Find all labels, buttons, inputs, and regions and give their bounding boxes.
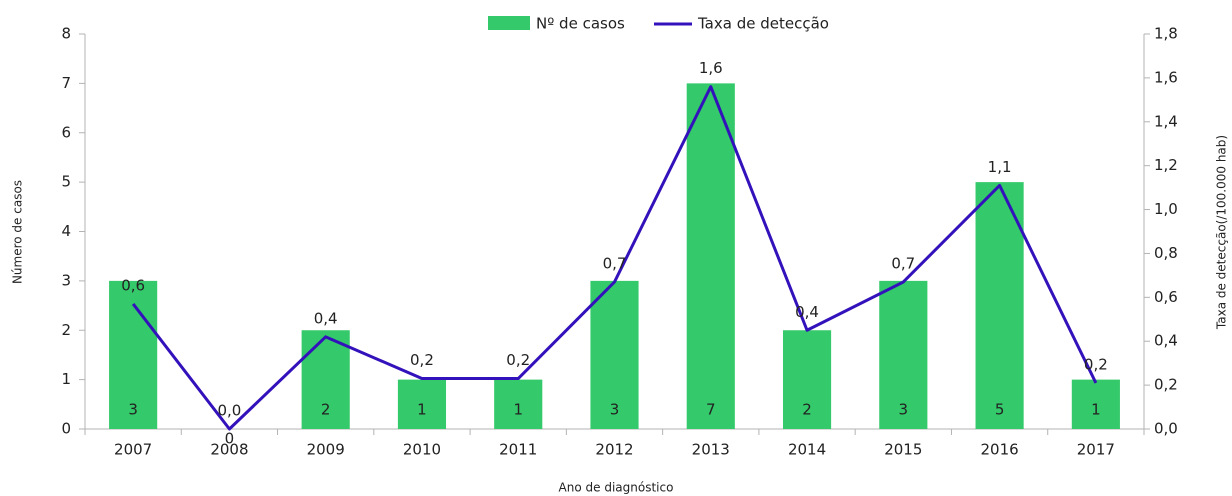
bar <box>494 379 543 429</box>
bar-value-label: 7 <box>706 401 716 419</box>
x-tick-label: 2007 <box>114 441 152 459</box>
line-value-label: 0,2 <box>1084 355 1108 373</box>
y-tick-label: 5 <box>61 173 71 191</box>
x-tick-label: 2010 <box>403 441 441 459</box>
legend-label: Nº de casos <box>536 15 625 33</box>
bar <box>1071 379 1120 429</box>
bar-value-label: 1 <box>513 401 523 419</box>
y-axis-title: Número de casos <box>11 180 25 284</box>
bar <box>975 182 1024 429</box>
bar-value-label: 1 <box>1091 401 1101 419</box>
line-value-label: 0,4 <box>314 309 338 327</box>
y-tick-label: 3 <box>61 271 71 289</box>
bar-value-label: 3 <box>610 401 620 419</box>
bar-value-label: 0 <box>225 430 235 448</box>
x-tick-label: 2016 <box>980 441 1018 459</box>
y-tick-label: 0 <box>61 420 71 438</box>
line <box>131 85 1098 431</box>
bar <box>686 83 735 429</box>
y2-tick-label: 1,8 <box>1154 25 1178 43</box>
x-tick-label: 2009 <box>307 441 345 459</box>
y2-tick-label: 0,6 <box>1154 288 1178 306</box>
bar-value-label: 1 <box>417 401 427 419</box>
x-tick-label: 2015 <box>884 441 922 459</box>
line-value-label: 0,2 <box>410 351 434 369</box>
y-tick-label: 6 <box>61 123 71 141</box>
line-value-label: 0,0 <box>217 402 241 420</box>
bar <box>301 330 350 429</box>
x-axis-title: Ano de diagnóstico <box>559 481 674 495</box>
y2-tick-label: 1,4 <box>1154 112 1178 130</box>
y-tick-label: 7 <box>61 74 71 92</box>
y2-tick-label: 0,8 <box>1154 244 1178 262</box>
legend-label: Taxa de detecção <box>697 15 829 33</box>
x-tick-label: 2013 <box>692 441 730 459</box>
line-value-label: 0,6 <box>121 276 145 294</box>
line-value-label: 0,2 <box>506 351 530 369</box>
line-value-label: 0,7 <box>603 254 627 272</box>
line-value-label: 0,4 <box>795 303 819 321</box>
x-tick-label: 2017 <box>1077 441 1115 459</box>
line-value-label: 1,1 <box>988 158 1012 176</box>
x-tick-label: 2014 <box>788 441 826 459</box>
y2-tick-label: 1,6 <box>1154 68 1178 86</box>
bar <box>397 379 447 429</box>
line-value-label: 0,7 <box>891 254 915 272</box>
bar-value-label: 2 <box>321 401 331 419</box>
line-value-label: 1,6 <box>699 59 723 77</box>
x-tick-label: 2008 <box>210 441 248 459</box>
x-tick-label: 2012 <box>595 441 633 459</box>
y-tick-label: 4 <box>61 222 71 240</box>
bar-value-label: 3 <box>128 401 138 419</box>
y2-tick-label: 0,4 <box>1154 332 1178 350</box>
y2-tick-label: 1,2 <box>1154 156 1178 174</box>
y2-tick-label: 0,0 <box>1154 420 1178 438</box>
bar <box>782 330 832 429</box>
bar <box>590 280 639 429</box>
bar-value-label: 3 <box>899 401 909 419</box>
bar-value-label: 2 <box>802 401 812 419</box>
y-tick-label: 8 <box>61 25 71 43</box>
y-tick-label: 1 <box>61 370 71 388</box>
legend-swatch <box>488 16 530 30</box>
bar-value-label: 5 <box>995 401 1005 419</box>
bar <box>879 280 928 429</box>
y-tick-label: 2 <box>61 321 71 339</box>
y2-tick-label: 0,2 <box>1154 376 1178 394</box>
y2-tick-label: 1,0 <box>1154 200 1178 218</box>
x-tick-label: 2011 <box>499 441 537 459</box>
y2-axis-title: Taxa de detecção(/100.000 hab) <box>1215 135 1229 330</box>
